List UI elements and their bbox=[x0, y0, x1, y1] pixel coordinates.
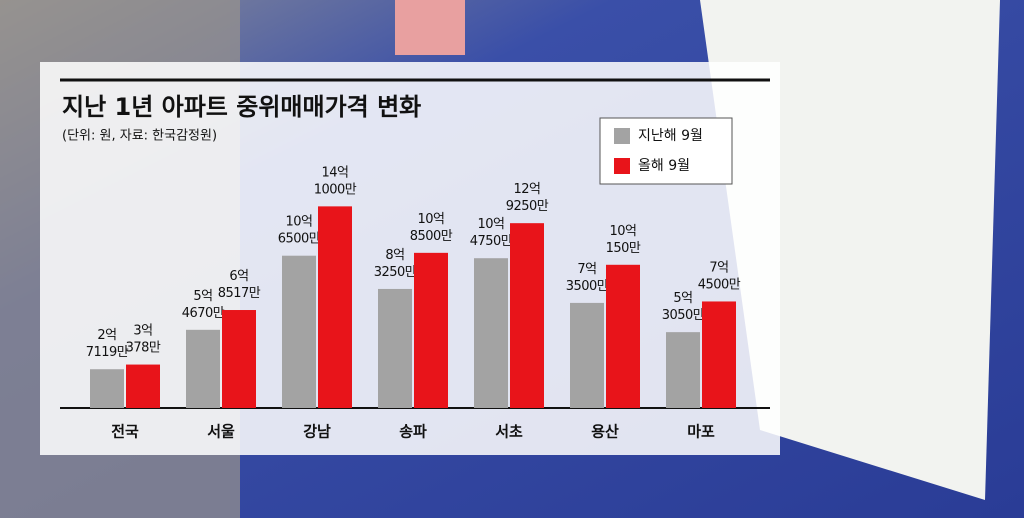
value-label-line: 7119만 bbox=[86, 345, 129, 360]
value-label: 10억 8500만 bbox=[410, 211, 453, 243]
value-label: 7억 4500만 bbox=[698, 260, 741, 292]
value-label: 8억 3250만 bbox=[374, 247, 417, 279]
value-label-line: 6500만 bbox=[278, 231, 321, 246]
value-label-line: 6억 bbox=[229, 269, 248, 284]
value-label-line: 3250만 bbox=[374, 264, 417, 279]
bar bbox=[222, 310, 256, 408]
value-label: 5억 3050만 bbox=[662, 291, 705, 323]
value-label-line: 8517만 bbox=[218, 286, 261, 301]
value-label-line: 10억 bbox=[609, 223, 636, 238]
value-label-line: 4750만 bbox=[470, 234, 513, 249]
value-label-line: 4500만 bbox=[698, 277, 741, 292]
bar bbox=[318, 206, 352, 408]
value-label: 5억 4670만 bbox=[182, 288, 225, 320]
value-label: 10억 6500만 bbox=[278, 214, 321, 246]
value-label: 3억 378만 bbox=[126, 323, 161, 355]
value-label-line: 10억 bbox=[417, 211, 444, 226]
value-label-line: 8억 bbox=[385, 247, 404, 262]
legend-swatch bbox=[614, 158, 630, 174]
value-label-line: 3억 bbox=[133, 323, 152, 338]
value-label-line: 3500만 bbox=[566, 278, 609, 293]
value-label: 10억 150만 bbox=[606, 223, 641, 255]
background-sign bbox=[395, 0, 465, 55]
bar bbox=[474, 258, 508, 408]
value-label-line: 10억 bbox=[285, 214, 312, 229]
bar bbox=[510, 223, 544, 408]
x-tick-label: 송파 bbox=[399, 423, 427, 441]
value-label-line: 5억 bbox=[673, 291, 692, 306]
bar bbox=[282, 255, 316, 408]
bar bbox=[186, 329, 220, 408]
x-tick-label: 마포 bbox=[687, 423, 715, 441]
value-label: 14억 1000만 bbox=[314, 165, 357, 197]
x-tick-label: 서초 bbox=[495, 423, 523, 441]
value-label-line: 7억 bbox=[709, 260, 728, 275]
bar bbox=[702, 301, 736, 408]
chart-subtitle: (단위: 원, 자료: 한국감정원) bbox=[62, 129, 217, 144]
value-label: 7억 3500만 bbox=[566, 261, 609, 293]
bar bbox=[126, 364, 160, 408]
bar bbox=[666, 332, 700, 408]
value-label: 10억 4750만 bbox=[470, 217, 513, 249]
x-tick-label: 강남 bbox=[303, 423, 331, 441]
value-label-line: 4670만 bbox=[182, 305, 225, 320]
legend-swatch bbox=[614, 128, 630, 144]
value-label-line: 14억 bbox=[321, 165, 348, 180]
chart-title: 지난 1년 아파트 중위매매가격 변화 bbox=[62, 93, 421, 121]
value-label: 6억 8517만 bbox=[218, 269, 261, 301]
legend-label: 올해 9월 bbox=[638, 158, 690, 174]
value-label-line: 9250만 bbox=[506, 199, 549, 214]
value-label-line: 1000만 bbox=[314, 182, 357, 197]
value-label-line: 8500만 bbox=[410, 228, 453, 243]
value-label: 12억 9250만 bbox=[506, 182, 549, 214]
value-label-line: 378만 bbox=[126, 340, 161, 355]
x-tick-label: 서울 bbox=[207, 423, 235, 441]
x-tick-label: 용산 bbox=[591, 423, 619, 441]
bar bbox=[414, 252, 448, 408]
value-label-line: 3050만 bbox=[662, 308, 705, 323]
bar bbox=[606, 264, 640, 408]
bar bbox=[90, 369, 124, 408]
value-label: 2억 7119만 bbox=[86, 328, 129, 360]
value-label-line: 5억 bbox=[193, 288, 212, 303]
value-label-line: 150만 bbox=[606, 240, 641, 255]
value-label-line: 2억 bbox=[97, 328, 116, 343]
x-tick-label: 전국 bbox=[111, 423, 139, 441]
value-label-line: 7억 bbox=[577, 261, 596, 276]
value-label-line: 10억 bbox=[477, 217, 504, 232]
legend-label: 지난해 9월 bbox=[638, 128, 703, 144]
bar bbox=[378, 288, 412, 408]
bar bbox=[570, 302, 604, 408]
value-label-line: 12억 bbox=[513, 182, 540, 197]
